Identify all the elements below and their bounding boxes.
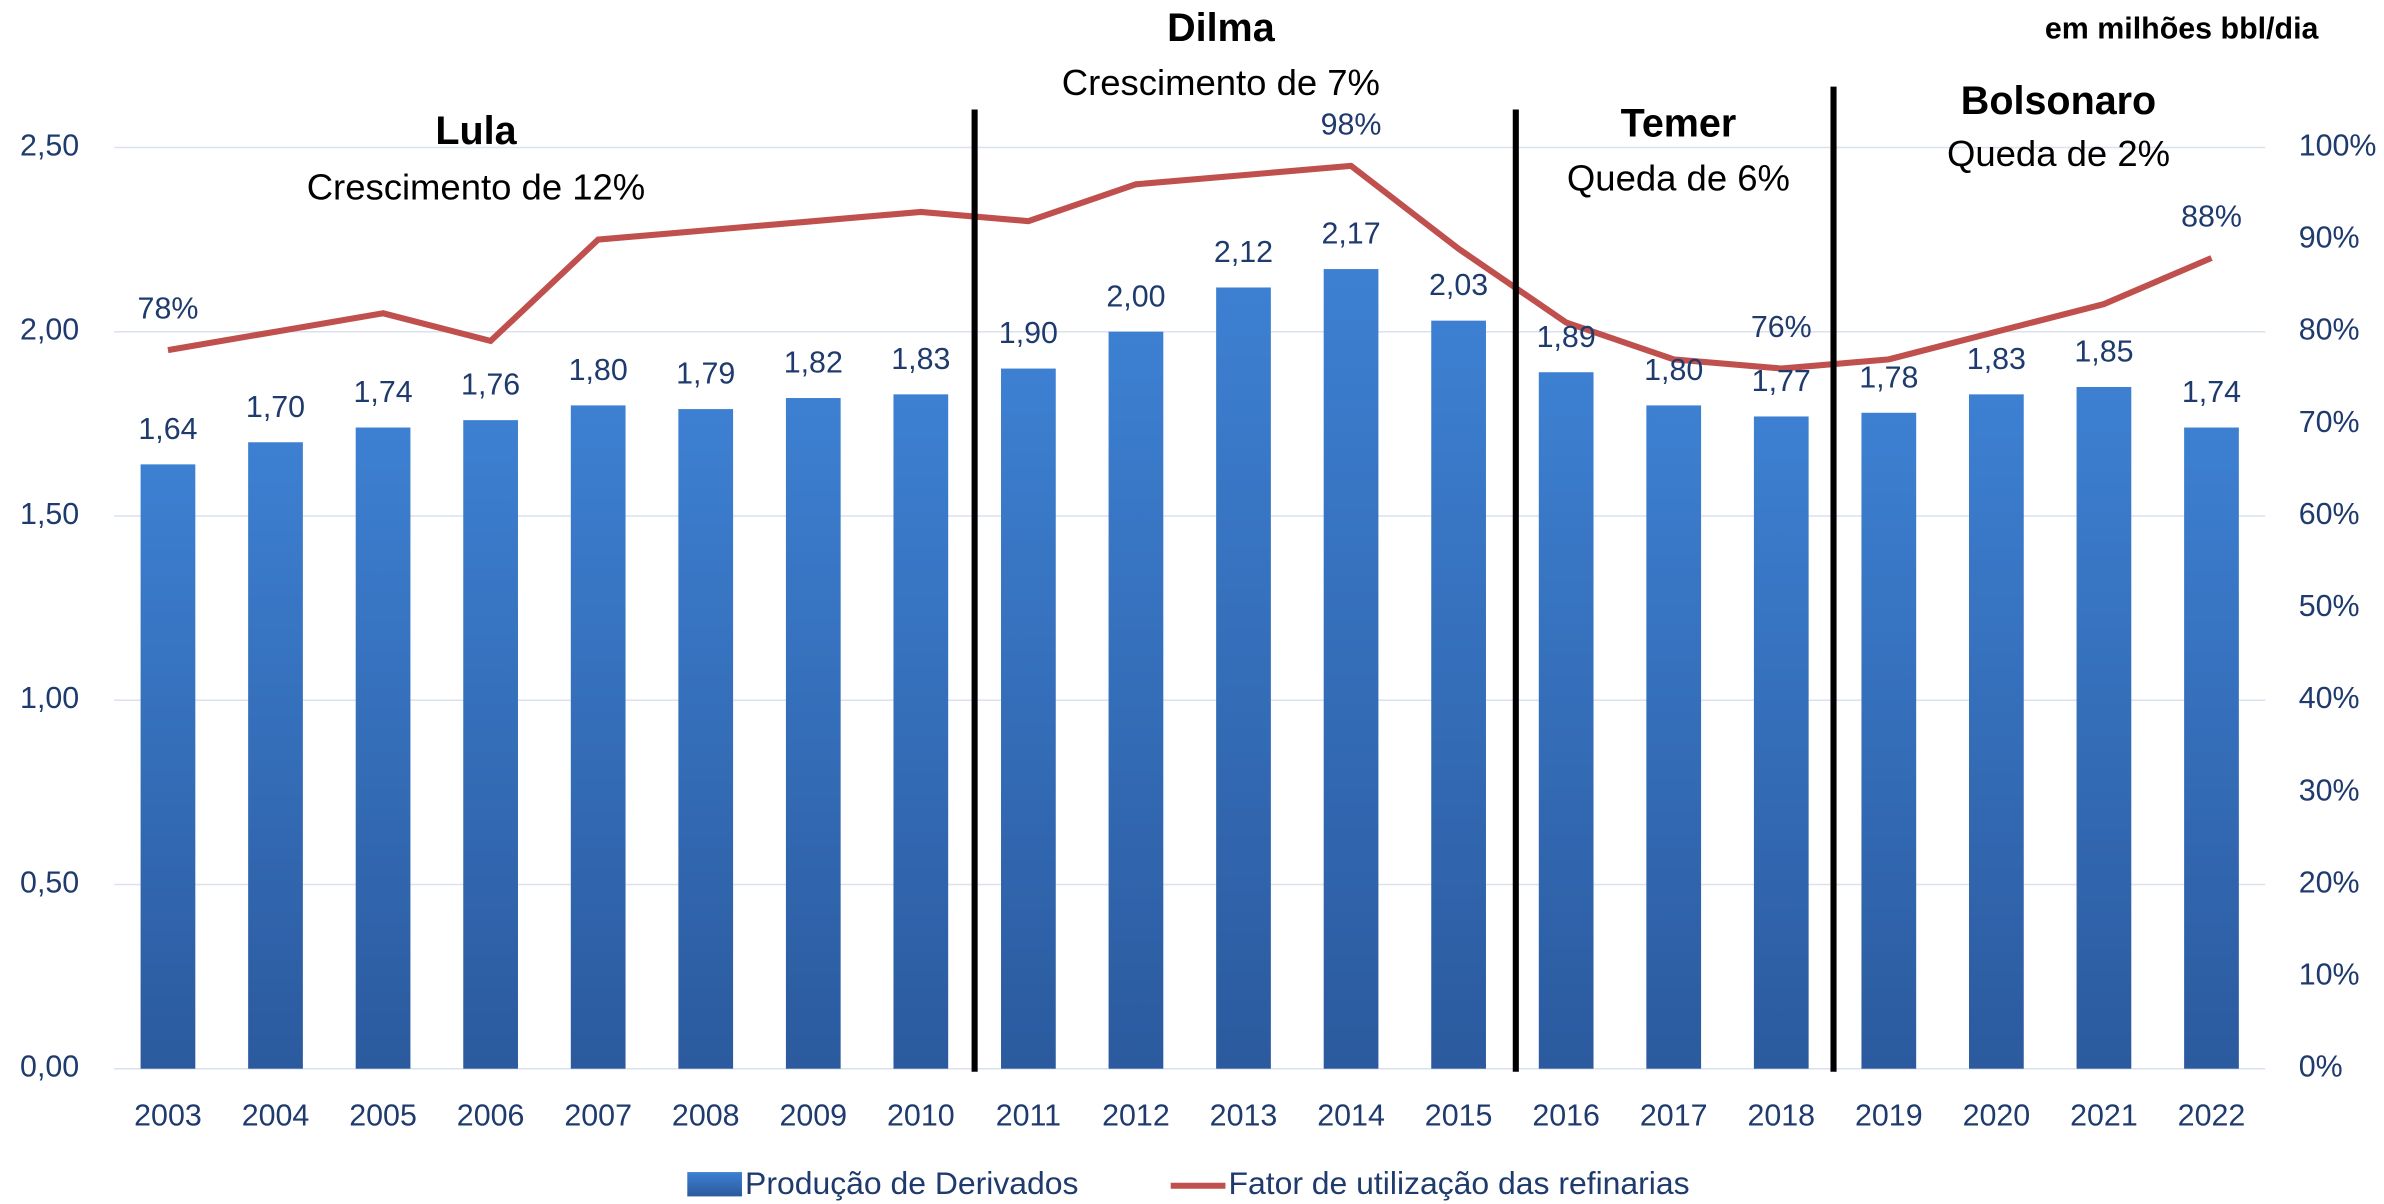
y2-tick-label: 80% [2299,313,2360,347]
x-tick-label: 2008 [672,1098,740,1132]
data-label: 88% [2181,200,2242,234]
bar [678,409,734,1069]
y2-tick-label: 10% [2299,958,2360,992]
data-label: 1,83 [1967,342,2026,376]
x-tick-label: 2004 [242,1098,310,1132]
x-tick-label: 2019 [1855,1098,1923,1132]
bar [1538,372,1594,1069]
x-tick-label: 2011 [996,1098,1061,1132]
y2-tick-label: 70% [2299,405,2360,439]
bar [1001,368,1056,1069]
period-name: Lula [435,109,517,153]
bar [1323,269,1379,1069]
y-tick-label: 2,00 [20,313,79,347]
y2-tick-label: 50% [2299,589,2360,623]
data-label: 76% [1751,310,1812,344]
x-tick-label: 2017 [1640,1098,1708,1132]
x-tick-label: 2007 [564,1098,632,1132]
data-label: 1,89 [1537,320,1596,354]
y2-tick-label: 60% [2299,497,2360,531]
y-tick-label: 1,50 [20,497,79,531]
period-note: Queda de 2% [1947,133,2170,174]
data-label: 2,12 [1214,235,1273,269]
bar [140,464,196,1069]
legend-label: Fator de utilização das refinarias [1228,1165,1689,1201]
bar [355,427,411,1069]
y-tick-label: 0,50 [20,865,79,899]
data-label: 2,17 [1321,217,1380,251]
x-tick-label: 2009 [779,1098,847,1132]
x-tick-label: 2020 [1963,1098,2031,1132]
bar [1431,320,1486,1069]
data-label: 2,03 [1429,268,1488,302]
y-tick-label: 2,50 [20,128,79,162]
data-label: 1,74 [2182,375,2241,409]
bar [1753,416,1809,1069]
data-label: 1,70 [246,390,305,424]
x-tick-label: 2022 [2178,1098,2246,1132]
x-tick-label: 2010 [887,1098,955,1132]
x-tick-label: 2006 [457,1098,525,1132]
bar [893,394,949,1069]
bar [1108,331,1164,1069]
bar [463,420,518,1069]
data-label: 1,79 [676,357,735,391]
bar [2076,386,2132,1069]
marks [140,162,2239,1069]
data-label: 78% [138,292,199,326]
data-label: 1,76 [461,368,520,402]
bar [248,442,303,1069]
data-label: 1,80 [569,353,628,387]
y2-tick-label: 40% [2299,681,2360,715]
bar [1969,394,2024,1069]
bar [1861,412,1917,1069]
x-tick-label: 2013 [1210,1098,1278,1132]
bar [570,405,626,1069]
y2-tick-label: 90% [2299,221,2360,255]
grid [114,146,2266,1070]
line [167,162,2213,372]
bar [2184,427,2239,1069]
bar [785,398,841,1069]
data-label: 1,77 [1752,364,1811,398]
period-note: Crescimento de 12% [307,167,646,208]
x-tick-label: 2018 [1747,1098,1815,1132]
data-label: 1,82 [784,346,843,380]
data-label: 1,83 [891,342,950,376]
period-note: Queda de 6% [1567,158,1790,199]
period-name: Bolsonaro [1961,79,2156,123]
legend-label: Produção de Derivados [745,1165,1078,1201]
y-tick-label: 0,00 [20,1050,79,1084]
data-label: 1,74 [353,375,412,409]
legend-swatch [687,1172,743,1197]
x-tick-label: 2016 [1532,1098,1600,1132]
y2-tick-label: 30% [2299,773,2360,807]
y2-tick-label: 20% [2299,865,2360,899]
x-tick-label: 2015 [1425,1098,1493,1132]
y2-tick-label: 0% [2299,1050,2343,1084]
bar [1646,405,1702,1069]
data-label: 1,85 [2074,335,2133,369]
x-tick-label: 2021 [2070,1098,2138,1132]
data-label: 2,00 [1106,279,1165,313]
y-tick-label: 1,00 [20,681,79,715]
unit-label: em milhões bbl/dia [2045,11,2320,45]
period-name: Dilma [1167,6,1276,50]
bar [1216,287,1271,1069]
data-label: 1,80 [1644,353,1703,387]
y2-tick-label: 100% [2299,128,2377,162]
data-label: 98% [1321,107,1382,141]
data-label: 1,90 [999,316,1058,350]
data-label: 1,78 [1859,360,1918,394]
x-tick-label: 2003 [134,1098,202,1132]
period-name: Temer [1621,102,1737,146]
period-note: Crescimento de 7% [1062,62,1380,103]
x-tick-label: 2005 [349,1098,417,1132]
x-tick-label: 2012 [1102,1098,1170,1132]
data-label: 1,64 [138,412,197,446]
x-tick-label: 2014 [1317,1098,1385,1132]
